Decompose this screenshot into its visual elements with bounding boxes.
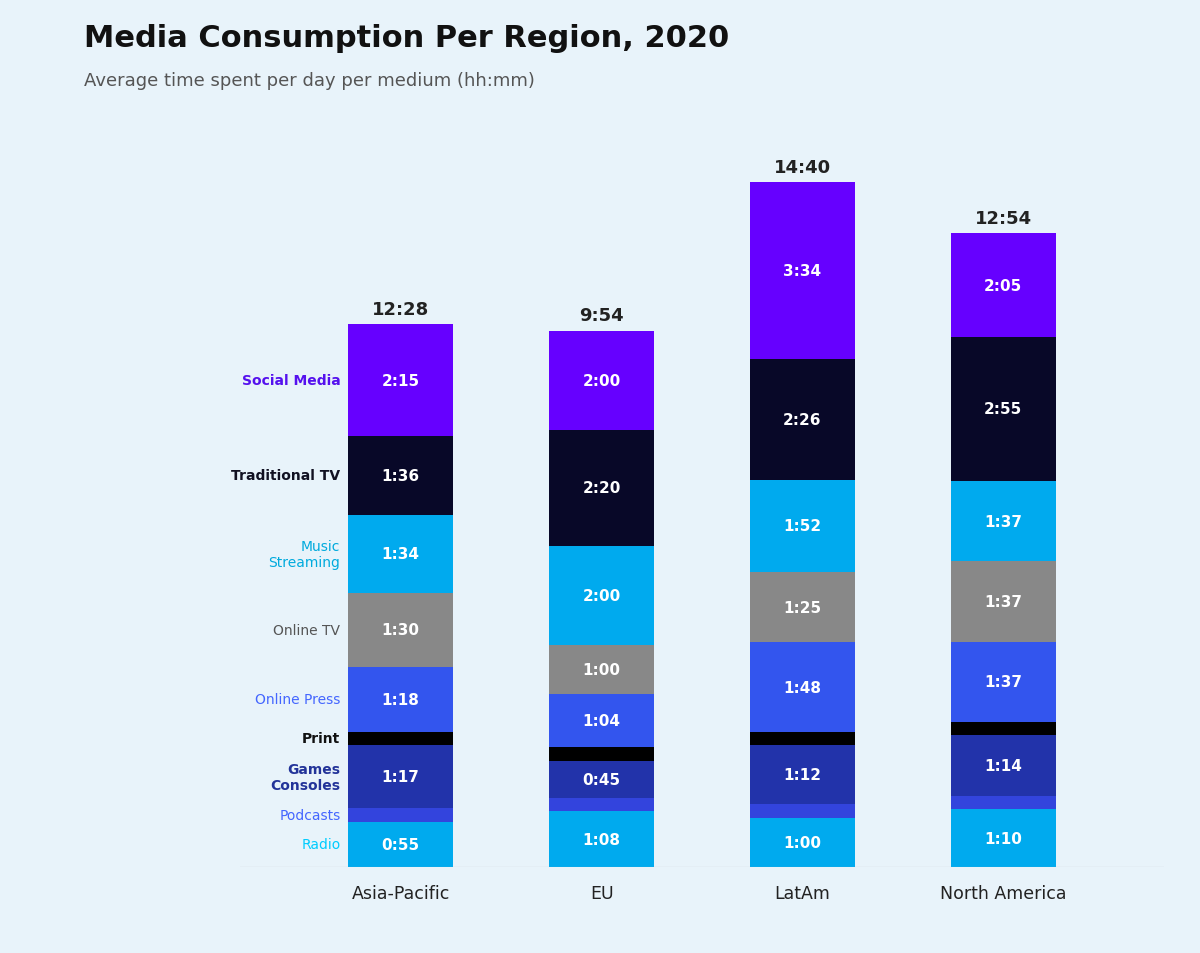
Bar (550, 695, 654, 747)
Text: 12:28: 12:28 (372, 300, 430, 318)
Text: 2:15: 2:15 (382, 374, 420, 388)
Bar (348, 732, 452, 745)
Bar (550, 798, 654, 811)
Text: 1:34: 1:34 (382, 547, 420, 562)
Bar (750, 359, 854, 480)
Bar (952, 722, 1056, 735)
Text: Online Press: Online Press (256, 693, 341, 707)
Bar (550, 811, 654, 867)
Bar (550, 431, 654, 546)
Text: Traditional TV: Traditional TV (232, 469, 341, 483)
Bar (952, 735, 1056, 797)
Bar (750, 818, 854, 867)
Bar (550, 332, 654, 431)
Text: 1:25: 1:25 (784, 600, 822, 615)
Text: Media Consumption Per Region, 2020: Media Consumption Per Region, 2020 (84, 24, 730, 52)
Text: 1:18: 1:18 (382, 692, 420, 707)
Text: 2:00: 2:00 (582, 588, 620, 603)
Text: 1:52: 1:52 (784, 518, 822, 534)
Text: 1:10: 1:10 (984, 831, 1022, 846)
Text: 1:37: 1:37 (984, 515, 1022, 529)
Text: 1:12: 1:12 (784, 767, 822, 782)
Text: 1:08: 1:08 (582, 832, 620, 846)
Bar (750, 642, 854, 732)
Text: 0:45: 0:45 (582, 772, 620, 787)
Bar (750, 804, 854, 818)
Bar (952, 797, 1056, 809)
Text: Radio: Radio (301, 838, 341, 852)
Bar (348, 516, 452, 593)
Text: 1:30: 1:30 (382, 623, 420, 638)
Text: Online TV: Online TV (274, 623, 341, 638)
Text: 0:55: 0:55 (382, 837, 420, 852)
Bar (952, 562, 1056, 642)
Text: 2:20: 2:20 (582, 481, 620, 496)
Bar (952, 642, 1056, 722)
Bar (952, 337, 1056, 482)
Text: 1:00: 1:00 (582, 662, 620, 678)
Bar (952, 809, 1056, 867)
Bar (750, 745, 854, 804)
Text: 2:05: 2:05 (984, 278, 1022, 294)
Text: Print: Print (302, 732, 341, 745)
Bar (750, 183, 854, 359)
Text: 14:40: 14:40 (774, 158, 830, 176)
Text: Podcasts: Podcasts (280, 808, 341, 822)
Bar (348, 436, 452, 516)
Text: 9:54: 9:54 (580, 307, 624, 325)
Bar (348, 809, 452, 821)
Bar (550, 546, 654, 645)
Text: 1:37: 1:37 (984, 675, 1022, 689)
Text: 12:54: 12:54 (974, 210, 1032, 228)
Bar (550, 760, 654, 798)
Text: Social Media: Social Media (241, 374, 341, 388)
Text: 1:04: 1:04 (582, 714, 620, 729)
Text: 1:36: 1:36 (382, 469, 420, 483)
Text: 2:55: 2:55 (984, 402, 1022, 417)
Bar (952, 482, 1056, 562)
Bar (750, 480, 854, 573)
Bar (550, 747, 654, 760)
Text: 1:48: 1:48 (784, 679, 822, 695)
Text: 1:14: 1:14 (984, 759, 1022, 773)
Bar (348, 667, 452, 732)
Text: 2:26: 2:26 (784, 413, 822, 427)
Bar (348, 593, 452, 667)
Bar (550, 645, 654, 695)
Bar (750, 732, 854, 745)
Bar (952, 234, 1056, 337)
Text: 3:34: 3:34 (784, 264, 822, 279)
Bar (750, 573, 854, 642)
Bar (348, 325, 452, 436)
Text: 1:00: 1:00 (784, 835, 822, 850)
Bar (348, 745, 452, 809)
Text: 1:37: 1:37 (984, 595, 1022, 609)
Text: Average time spent per day per medium (hh:mm): Average time spent per day per medium (h… (84, 71, 535, 90)
Text: Music
Streaming: Music Streaming (269, 539, 341, 570)
Text: 2:00: 2:00 (582, 374, 620, 389)
Bar (348, 821, 452, 867)
Text: Games
Consoles: Games Consoles (270, 761, 341, 792)
Text: 1:17: 1:17 (382, 769, 420, 784)
